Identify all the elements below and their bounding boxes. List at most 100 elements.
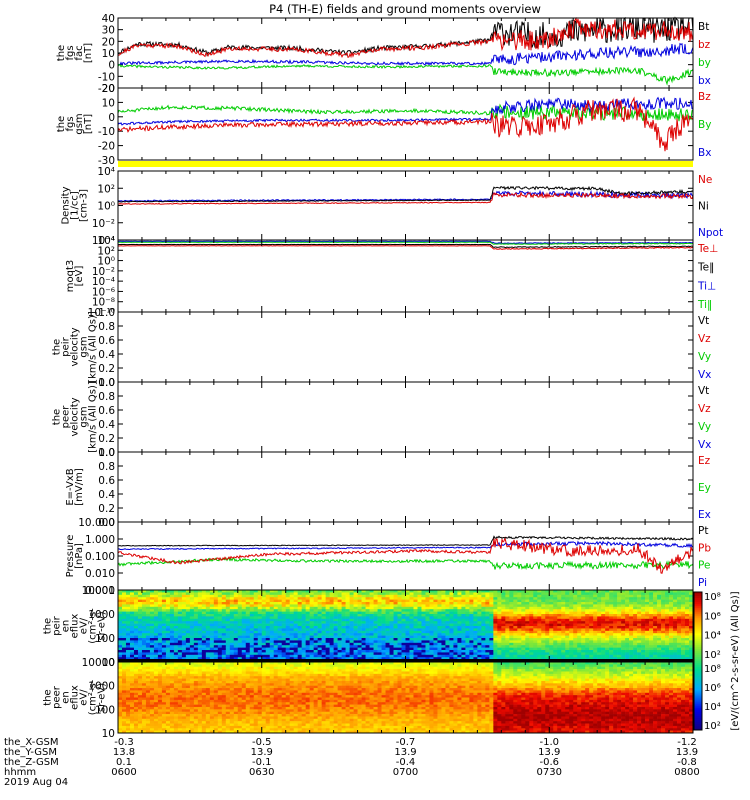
ytick-label: 10000: [82, 585, 115, 597]
xaxis-row-label: hhmm: [4, 767, 36, 778]
xaxis-tick-value: -0.5: [252, 737, 272, 748]
ylabel-line: (cm²-s-: [88, 608, 99, 644]
plot-title: P4 (TH-E) fields and ground moments over…: [269, 2, 541, 16]
panel-density: Density[1/cc][cm-3] 10⁴ 10² 10⁰ 10⁻² 10⁻⁴ Ne Ni…: [61, 166, 724, 247]
ytick-label: -20: [98, 141, 115, 153]
xaxis-tick-value: 0.1: [116, 757, 132, 768]
panel-frame: [117, 170, 694, 241]
panel-ylabel: E=-VxB[mV/m]: [65, 468, 85, 506]
ytick-label: 0.8: [98, 321, 115, 333]
panel-frame: [117, 381, 694, 453]
ylabel-line: sr-eV): [97, 611, 108, 640]
legend-Npot: Npot: [698, 227, 723, 239]
ytick-label: 10⁴: [97, 166, 115, 178]
ylabel-line: eV/: [79, 689, 90, 706]
ytick-label: 0.100: [85, 551, 115, 563]
series-line: [117, 557, 694, 571]
xaxis-tick-value: -0.8: [677, 757, 697, 768]
legend-Vy: Vy: [698, 421, 711, 433]
panel-frame: [117, 87, 694, 161]
ytick-label: 10: [102, 657, 115, 669]
ytick-label: 0.6: [98, 335, 115, 347]
xaxis-tick-value: 13.9: [394, 747, 416, 758]
series-line: [117, 540, 694, 551]
legend-Bz: Bz: [698, 91, 711, 103]
ytick-label: 1000: [88, 609, 115, 621]
legend-Ni: Ni: [698, 201, 709, 213]
ylabel-line: eflux: [70, 685, 81, 710]
legend-Pb: Pb: [698, 542, 711, 554]
ylabel-line: [nT]: [83, 114, 94, 134]
ytick-label: 10²: [97, 245, 115, 257]
ytick-label: 0.2: [98, 503, 115, 515]
legend-bx: bx: [698, 75, 711, 87]
ylabel-line: gsm: [79, 406, 90, 427]
panel-ylabel: moqt3[eV]: [65, 260, 85, 293]
legend-By: By: [698, 119, 711, 131]
series-line: [117, 64, 694, 86]
ylabel-line: eflux: [70, 614, 81, 639]
legend-Ne: Ne: [698, 174, 712, 186]
legend-Vz: Vz: [698, 403, 711, 415]
ytick-label: 10⁻⁴: [92, 276, 115, 288]
ylabel-line: peer: [52, 685, 63, 709]
colorbar-tick: 10⁴: [704, 702, 721, 713]
series-line: [117, 42, 694, 67]
xaxis-tick-value: 0800: [674, 767, 699, 778]
ytick-label: 0.001: [85, 585, 115, 597]
ytick-label: 10⁻¹⁰: [88, 307, 115, 319]
panel-ylabel: thefgsfac[nT]: [56, 43, 94, 63]
ytick-label: 0.2: [98, 433, 115, 445]
panel-frame: [117, 451, 694, 523]
panel-temperature: moqt3[eV]10⁴10²10⁰10⁻²10⁻⁴10⁻⁶10⁻⁸10⁻¹⁰T…: [65, 235, 718, 319]
xaxis-tick-value: -1.2: [677, 737, 697, 748]
ytick-label: 0.8: [98, 391, 115, 403]
ytick-label: 10.000: [78, 517, 115, 529]
panel-frame: [117, 311, 694, 383]
colorbar-tick: 10⁴: [704, 631, 721, 642]
ylabel-line: the: [56, 45, 67, 61]
ylabel-line: fac: [74, 45, 85, 60]
eflux-colorbar: 10⁸ 10⁶ 10⁴ 10² 10⁸ 10⁶ 10⁴ 10² [eV/(cm^2-s-sr-e…: [693, 591, 741, 732]
ylabel-line: the: [52, 409, 63, 425]
ytick-label: 20: [102, 83, 115, 95]
xaxis-row-label: the_Y-GSM: [4, 747, 57, 758]
ylabel-line: fgs: [65, 116, 76, 131]
ylabel-line: gsm: [74, 113, 85, 134]
xaxis-tick-value: 13.9: [676, 747, 698, 758]
series-line: [117, 17, 694, 59]
panel-peir-eflux: thepeirenefluxeV/(cm²-s-sr-eV) 10000 1000 1…: [43, 585, 694, 669]
ytick-label: 0.4: [98, 419, 115, 431]
ytick-label: -10: [98, 126, 115, 138]
ytick-label: -10: [98, 71, 115, 83]
ytick-label: 0.2: [98, 363, 115, 375]
legend-Vx: Vx: [698, 369, 711, 381]
ylabel-line: [nT]: [83, 43, 94, 63]
ylabel-line: the: [56, 116, 67, 132]
ytick-label: 0: [108, 112, 115, 124]
series-line: [117, 185, 694, 203]
ylabel-line: sr-eV): [97, 683, 108, 712]
ylabel-line: the: [43, 618, 54, 634]
xaxis-tick-value: 13.8: [113, 747, 135, 758]
legend-Vt: Vt: [698, 385, 709, 397]
ytick-label: 0.6: [98, 405, 115, 417]
spectrogram: [118, 590, 694, 663]
panel-peer-eflux: thepeerenefluxeV/(cm²-s-sr-eV) 10000 1000 1…: [43, 657, 694, 740]
xaxis-tick-value: 0730: [537, 767, 562, 778]
xaxis-tick-value: 0700: [393, 767, 418, 778]
ytick-label: 10⁻⁴: [92, 235, 115, 247]
legend-Pe: Pe: [698, 560, 710, 572]
panel-ylabel: thefgsgsm[nT]: [56, 113, 94, 134]
xaxis-tick-value: -0.1: [252, 757, 272, 768]
series-line: [117, 96, 694, 152]
xaxis-tick-value: 13.9: [538, 747, 560, 758]
ytick-label: 10: [102, 48, 115, 60]
panel-ylabel: thepeerenefluxeV/(cm²-s-sr-eV): [43, 679, 108, 715]
ytick-label: 0.0: [98, 377, 115, 389]
xaxis-tick-value: -0.7: [396, 737, 416, 748]
ytick-label: -30: [98, 155, 115, 167]
series-line: [117, 191, 694, 205]
ytick-label: 0.8: [98, 461, 115, 473]
legend-Ti‖: Ti‖: [697, 299, 712, 311]
